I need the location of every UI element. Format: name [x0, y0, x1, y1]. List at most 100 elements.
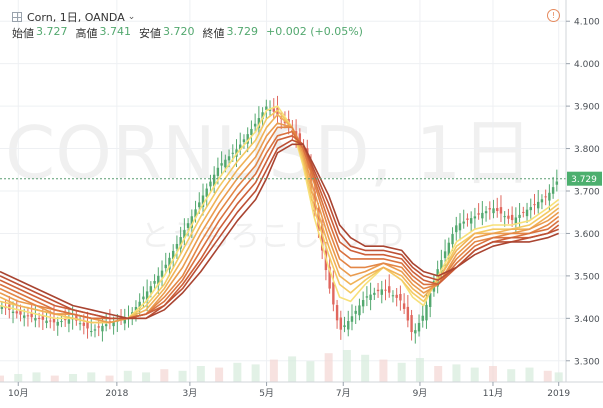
volume-bar — [288, 356, 297, 382]
y-tick-label: 3.700 — [574, 188, 600, 198]
candle-body — [246, 134, 249, 144]
candle-body — [496, 208, 499, 211]
candle-body — [67, 319, 71, 324]
candle-body — [220, 163, 223, 166]
candle-body — [190, 216, 194, 228]
y-tick-label: 3.600 — [574, 230, 600, 240]
candle-body — [49, 320, 52, 322]
candle-body — [142, 296, 145, 300]
close-value: 3.729 — [226, 25, 259, 38]
volume-bar — [69, 374, 78, 382]
candle-body — [358, 305, 361, 316]
candle-body — [462, 221, 465, 224]
candle-body — [93, 329, 97, 331]
volume-bar — [0, 375, 4, 382]
candle-body — [481, 212, 484, 219]
candle-body — [514, 217, 518, 224]
x-tick-label: 2018 — [105, 389, 128, 399]
volume-bar — [215, 367, 224, 382]
high-value: 3.741 — [99, 25, 132, 38]
candle-body — [60, 321, 63, 323]
candle-body — [97, 326, 100, 328]
candle-body — [19, 309, 22, 315]
candle-body — [183, 230, 186, 239]
chevron-down-icon[interactable]: ⌄ — [127, 12, 136, 22]
candle-body — [157, 275, 160, 286]
candle-body — [380, 289, 383, 295]
high-label: 高値 — [75, 27, 98, 40]
candle-body — [503, 216, 506, 218]
volume-bar — [379, 359, 388, 382]
candle-body — [350, 316, 354, 322]
candle-body — [365, 296, 369, 298]
candle-body — [455, 225, 458, 233]
volume-bar — [105, 375, 114, 382]
candle-body — [492, 208, 495, 214]
candle-body — [510, 214, 514, 221]
candle-body — [23, 315, 26, 318]
volume-bar — [507, 369, 516, 382]
candle-body — [425, 304, 428, 321]
candle-body — [138, 301, 141, 308]
y-tick-label: 4.000 — [574, 60, 600, 70]
candle-body — [507, 215, 510, 219]
volume-bar — [160, 369, 169, 382]
candle-body — [395, 294, 398, 298]
candle-body — [112, 321, 115, 327]
y-tick-label: 3.900 — [574, 103, 600, 113]
candle-body — [339, 317, 343, 330]
candle-body — [343, 325, 346, 328]
candle-body — [369, 294, 372, 301]
volume-bar — [233, 362, 242, 382]
x-tick-label: 5月 — [259, 388, 274, 399]
volume-bar — [452, 364, 461, 382]
volume-bar — [342, 350, 351, 382]
candle-body — [447, 242, 451, 257]
candle-body — [414, 330, 417, 334]
candle-body — [224, 159, 227, 168]
candle-body — [399, 294, 402, 301]
candle-body — [205, 188, 208, 197]
candle-body — [402, 303, 406, 309]
alert-icon[interactable]: ! — [547, 9, 560, 22]
last-price-label: 3.729 — [571, 175, 597, 185]
candle-body — [522, 211, 525, 213]
volume-bar — [525, 367, 534, 382]
symbol-title[interactable]: Corn, 1日, OANDA — [27, 11, 125, 24]
candle-body — [198, 202, 201, 208]
volume-bar — [470, 367, 479, 382]
candle-body — [149, 286, 153, 293]
y-tick-label: 3.500 — [574, 272, 600, 282]
candle-body — [537, 201, 540, 209]
volume-bar — [324, 353, 333, 382]
candle-body — [227, 156, 231, 161]
candle-body — [239, 144, 242, 150]
candle-body — [376, 289, 380, 292]
candle-body — [388, 286, 391, 293]
volume-bar — [32, 372, 41, 382]
candle-body — [443, 251, 447, 259]
candle-body — [253, 123, 257, 127]
candle-body — [272, 108, 275, 112]
volume-bars — [0, 350, 563, 382]
ma-ribbon-line-9 — [0, 143, 559, 320]
candle-body — [75, 315, 78, 321]
candle-body — [440, 260, 443, 272]
candle-body — [242, 139, 246, 143]
y-tick-label: 3.300 — [574, 357, 600, 367]
candle-body — [410, 315, 413, 333]
collapse-icon[interactable] — [12, 12, 22, 22]
y-tick-label: 4.100 — [574, 18, 600, 28]
candle-body — [41, 315, 45, 320]
volume-bar — [178, 370, 187, 382]
candle-body — [78, 323, 82, 325]
candle-body — [250, 128, 253, 136]
candle-body — [361, 300, 365, 307]
x-tick-label: 7月 — [336, 388, 351, 399]
candle-body — [194, 209, 197, 218]
legend-header: Corn, 1日, OANDA ⌄ 始値 3.727 高値 3.741 安値 3… — [0, 0, 560, 44]
candle-body — [153, 280, 156, 284]
close-label: 終値 — [202, 27, 225, 40]
